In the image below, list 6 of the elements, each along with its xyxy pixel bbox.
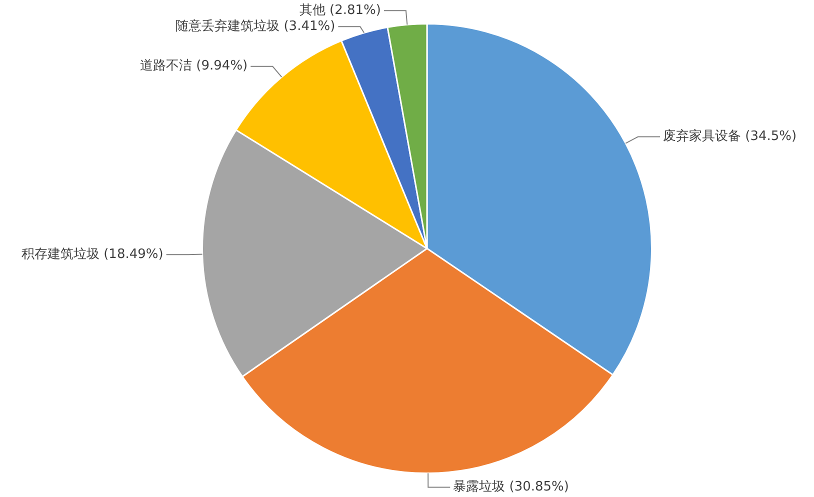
slice-label: 积存建筑垃圾 (18.49%) [21, 246, 164, 262]
slice-label: 暴露垃圾 (30.85%) [453, 480, 569, 495]
slice-label: 道路不洁 (9.94%) [140, 58, 248, 74]
slice-label: 其他 (2.81%) [299, 3, 381, 18]
slice-label: 随意丢弃建筑垃圾 (3.41%) [176, 18, 336, 34]
slice-label: 废弃家具设备 (34.5%) [663, 128, 797, 144]
